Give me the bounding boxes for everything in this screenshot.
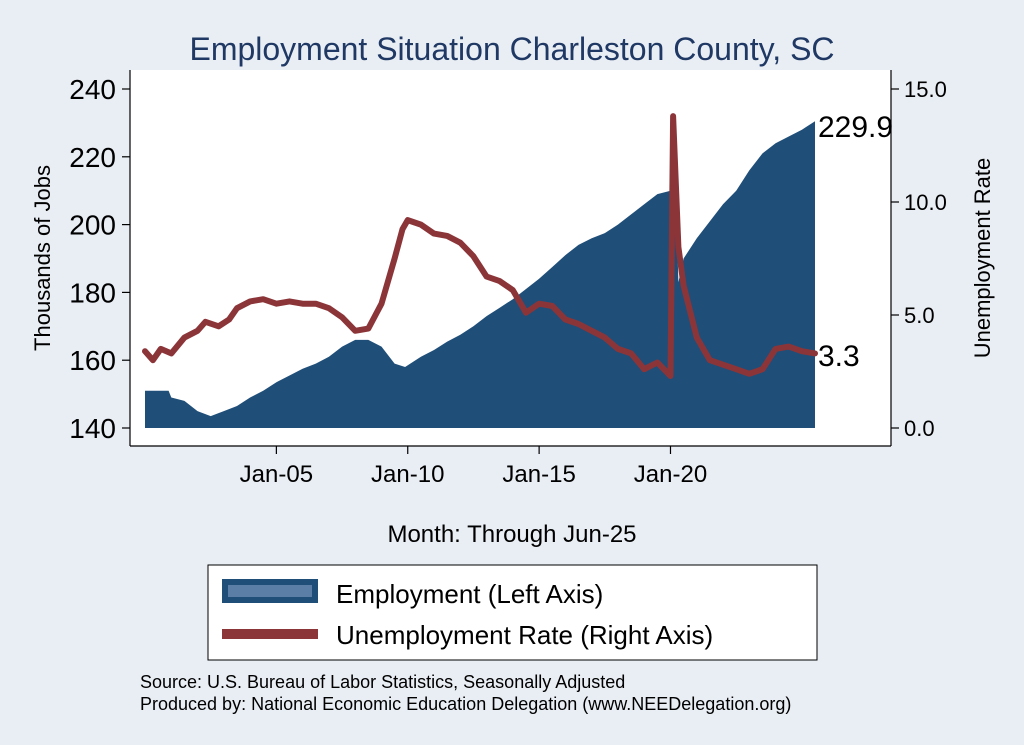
x-tick-label: Jan-05: [240, 461, 313, 488]
x-axis-label: Month: Through Jun-25: [387, 521, 636, 548]
source-line-2: Produced by: National Economic Education…: [140, 694, 791, 714]
x-tick-label: Jan-10: [371, 461, 444, 488]
y-left-tick-label: 180: [69, 277, 116, 308]
employment-area: [145, 121, 815, 428]
y-axis-right-label: Unemployment Rate: [970, 158, 995, 359]
y-right-tick-label: 15.0: [904, 77, 947, 102]
y-right-tick-label: 0.0: [904, 416, 935, 441]
y-axis-left-label: Thousands of Jobs: [30, 165, 55, 351]
legend-label-unemployment: Unemployment Rate (Right Axis): [336, 620, 713, 650]
y-right-tick-label: 10.0: [904, 190, 947, 215]
y-right-tick-label: 5.0: [904, 303, 935, 328]
unemployment-line: [142, 113, 818, 379]
end-label-unemployment: 3.3: [818, 340, 860, 373]
y-left-tick-label: 200: [69, 210, 116, 241]
y-left-tick-label: 160: [69, 345, 116, 376]
y-left-tick-label: 220: [69, 142, 116, 173]
y-left-tick-label: 240: [69, 74, 116, 105]
x-tick-label: Jan-15: [502, 461, 575, 488]
legend-label-employment: Employment (Left Axis): [336, 579, 603, 609]
legend: Employment (Left Axis) Unemployment Rate…: [207, 564, 818, 661]
legend-swatch-employment-inner: [228, 585, 312, 597]
chart-title: Employment Situation Charleston County, …: [189, 31, 834, 67]
source-line-1: Source: U.S. Bureau of Labor Statistics,…: [140, 672, 625, 692]
x-tick-label: Jan-20: [634, 461, 707, 488]
end-label-employment: 229.9: [818, 111, 893, 144]
y-left-tick-label: 140: [69, 413, 116, 444]
